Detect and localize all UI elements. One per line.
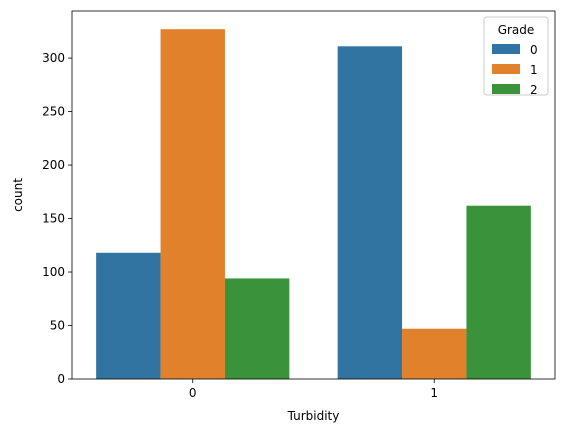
plot-frame bbox=[71, 10, 556, 380]
legend-title: Grade bbox=[498, 23, 535, 37]
y-tick-label: 150 bbox=[42, 212, 65, 226]
legend-label-grade-0: 0 bbox=[530, 43, 538, 57]
x-tick-label: 0 bbox=[189, 386, 197, 400]
y-tick-label: 250 bbox=[42, 105, 65, 119]
y-tick-label: 50 bbox=[50, 319, 65, 333]
bar-turbidity-1-grade-2 bbox=[466, 205, 531, 379]
bar-turbidity-1-grade-0 bbox=[337, 46, 403, 379]
legend-label-grade-2: 2 bbox=[530, 83, 538, 97]
y-axis-ticks: 0 50 100 150 200 250 300 bbox=[42, 51, 72, 386]
legend-swatch-grade-2 bbox=[492, 84, 520, 94]
legend: Grade 0 1 2 bbox=[483, 16, 549, 97]
x-axis-label: Turbidity bbox=[287, 409, 340, 423]
bar-turbidity-1-grade-1 bbox=[402, 328, 467, 379]
y-tick-label: 300 bbox=[42, 51, 65, 65]
bar-turbidity-0-grade-1 bbox=[160, 29, 225, 380]
legend-box bbox=[483, 16, 549, 96]
y-tick-label: 200 bbox=[42, 158, 65, 172]
y-tick-label: 0 bbox=[57, 372, 65, 386]
legend-swatch-grade-1 bbox=[492, 64, 520, 74]
legend-swatch-grade-0 bbox=[492, 44, 520, 54]
x-tick-label: 1 bbox=[430, 386, 438, 400]
bar-turbidity-0-grade-2 bbox=[224, 278, 290, 379]
y-axis-label: count bbox=[11, 178, 25, 212]
legend-entries: 0 1 2 bbox=[492, 43, 538, 97]
y-tick-label: 100 bbox=[42, 265, 65, 279]
bars-group bbox=[96, 29, 531, 380]
legend-label-grade-1: 1 bbox=[530, 63, 538, 77]
bar-turbidity-0-grade-0 bbox=[96, 252, 161, 379]
